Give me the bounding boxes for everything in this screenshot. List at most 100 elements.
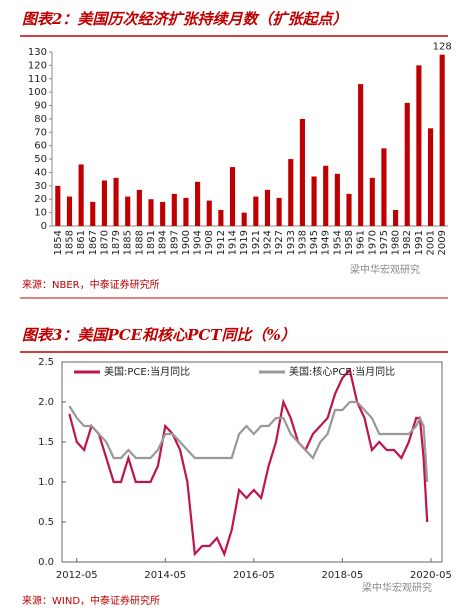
y-tick-label: 90 [34, 101, 47, 112]
x-tick-label: 1891 [146, 230, 157, 255]
x-tick-label: 1927 [274, 230, 285, 255]
bar [125, 196, 131, 226]
source: 来源：WIND，中泰证券研究所 [22, 594, 160, 607]
bar [229, 167, 236, 226]
chart-title: 图表2：美国历次经济扩张持续月数（扩张起点） [22, 10, 347, 28]
x-tick-label: 1879 [111, 230, 122, 255]
bar [78, 164, 84, 226]
bar [334, 173, 340, 226]
x-tick-label: 1945 [309, 230, 320, 255]
y-tick-label: 40 [34, 167, 47, 178]
bar [299, 118, 305, 226]
bar [90, 201, 96, 226]
bar [218, 209, 224, 226]
x-tick-label: 1958 [344, 230, 355, 255]
x-tick-label: 2001 [426, 230, 437, 255]
x-tick-label: 1908 [204, 230, 215, 255]
x-tick-label: 1912 [216, 230, 227, 255]
x-tick-label: 1938 [297, 230, 308, 255]
x-tick-label: 1949 [321, 230, 332, 255]
data-label: 128 [433, 42, 452, 53]
y-tick-label: 2.5 [38, 357, 54, 368]
x-tick-label: 1861 [76, 230, 87, 255]
bar [381, 148, 387, 226]
y-tick-label: 60 [34, 141, 47, 152]
x-tick-label: 1894 [158, 230, 169, 255]
x-tick-label: 1924 [262, 230, 273, 255]
bar [66, 196, 73, 226]
x-tick-label: 1975 [379, 230, 390, 255]
x-tick-label: 1867 [88, 230, 99, 255]
bar [195, 181, 201, 226]
y-tick-label: 110 [28, 74, 47, 85]
x-tick-label: 1954 [332, 230, 343, 255]
bar [439, 54, 445, 226]
legend-label: 美国:PCE:当月同比 [104, 365, 190, 378]
legend-label: 美国:核心PCE:当月同比 [289, 365, 395, 378]
bar [369, 177, 375, 226]
y-tick-label: 30 [34, 181, 47, 192]
x-tick-label: 1885 [123, 230, 134, 255]
bar [288, 159, 294, 226]
bar [393, 209, 399, 226]
source: 来源：NBER，中泰证券研究所 [22, 278, 160, 291]
watermark: 梁中华宏观研究 [350, 263, 420, 276]
bar [358, 84, 364, 226]
x-tick-label: 1904 [193, 230, 204, 255]
bar [264, 189, 271, 226]
bar [206, 200, 212, 226]
x-tick-label: 1982 [402, 230, 413, 255]
x-tick-label: 1858 [64, 230, 75, 255]
y-tick-label: 20 [34, 194, 47, 205]
bar [311, 176, 317, 226]
bar [427, 128, 434, 226]
bar [346, 193, 352, 226]
y-tick-label: 10 [34, 208, 47, 219]
x-tick-label: 1854 [53, 230, 64, 255]
bar [416, 65, 422, 226]
y-tick-label: 100 [28, 87, 47, 98]
y-tick-label: 1.0 [38, 477, 54, 488]
watermark: 梁中华宏观研究 [362, 581, 432, 594]
chart-title: 图表3：美国PCE和核心PCT同比（%） [22, 326, 296, 344]
x-tick-label: 1921 [251, 230, 262, 255]
y-tick-label: 0 [41, 221, 47, 232]
bar [241, 212, 247, 226]
x-tick-label: 1991 [414, 230, 425, 255]
x-tick-label: 2016-05 [233, 570, 275, 581]
y-tick-label: 1.5 [38, 437, 54, 448]
bar [113, 177, 119, 226]
x-tick-label: 1914 [228, 230, 239, 255]
series-line [68, 367, 429, 558]
bar [253, 196, 259, 226]
series-line [68, 400, 429, 483]
y-tick-label: 2.0 [38, 397, 54, 408]
x-tick-label: 2009 [437, 230, 448, 255]
x-tick-label: 2014-05 [144, 570, 186, 581]
x-tick-label: 1970 [367, 230, 378, 255]
bar [160, 201, 166, 226]
x-tick-label: 1980 [391, 230, 402, 255]
x-tick-label: 1897 [169, 230, 180, 255]
bar [404, 102, 410, 226]
x-tick-label: 1919 [239, 230, 250, 255]
x-tick-label: 1888 [134, 230, 145, 255]
y-tick-label: 80 [34, 114, 47, 125]
x-tick-label: 2018-05 [321, 570, 363, 581]
x-tick-label: 1870 [99, 230, 110, 255]
x-tick-label: 2012-05 [56, 570, 98, 581]
x-tick-label: 1961 [356, 230, 367, 255]
y-tick-label: 70 [34, 127, 47, 138]
bar [148, 199, 154, 226]
bar [276, 197, 282, 226]
y-tick-label: 130 [28, 47, 47, 58]
bar [171, 193, 177, 226]
bar [136, 189, 142, 226]
x-tick-label: 1900 [181, 230, 192, 255]
y-tick-label: 0.0 [38, 557, 54, 568]
y-tick-label: 50 [34, 154, 47, 165]
y-tick-label: 0.5 [38, 517, 54, 528]
bar [55, 185, 61, 226]
plot-frame [61, 361, 443, 563]
